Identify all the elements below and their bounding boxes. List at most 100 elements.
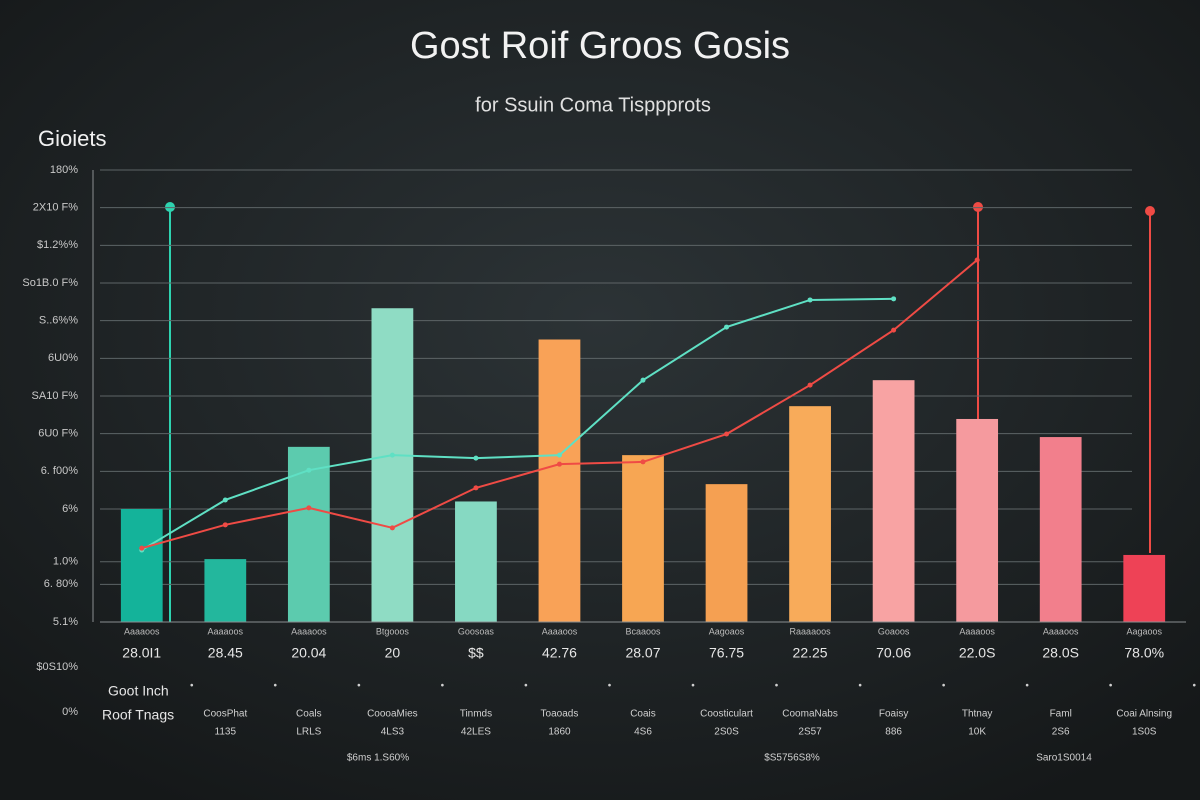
line-point (222, 497, 228, 503)
y-tick-label: 6% (62, 503, 78, 515)
x-tick-label: Aaaaoos (291, 626, 327, 636)
table-value: 886 (885, 727, 902, 738)
bar-label: 20.04 (291, 645, 326, 661)
bullet: • (858, 681, 862, 692)
y-tick-label: So1B.0 F% (22, 277, 78, 289)
x-tick-label: Aaaaoos (208, 626, 244, 636)
bar (1123, 554, 1166, 622)
y-tick-label: 5.1% (53, 616, 78, 628)
bar (872, 380, 915, 622)
bullet: • (190, 681, 194, 692)
table-header: Coai Alnsing (1116, 709, 1172, 720)
bar (287, 446, 330, 622)
bar (120, 509, 163, 622)
y-axis-label: Gioiets (38, 126, 106, 151)
side-label: 0% (62, 706, 78, 718)
x-tick-label: Btgooos (376, 626, 410, 636)
bar-label: 28.0S (1042, 645, 1079, 661)
y-tick-label: 2X10 F% (33, 202, 78, 214)
bar (1039, 437, 1082, 622)
line-point (556, 461, 562, 467)
bar (371, 308, 414, 622)
bar-label: 20 (385, 645, 401, 661)
bar-label: 28.07 (625, 645, 660, 661)
chart-subtitle: for Ssuin Coma Tisppprots (475, 94, 711, 116)
line-point (891, 327, 897, 333)
line-point (556, 452, 562, 458)
line-point (389, 525, 395, 531)
bar-label: 28.45 (208, 645, 243, 661)
table-value: 2S6 (1052, 727, 1070, 738)
line-point (807, 382, 813, 388)
bar-label: 22.0S (959, 645, 996, 661)
y-tick-label: 6U0% (48, 352, 78, 364)
table-header: Coals (296, 709, 322, 720)
y-tick-label: S..6%% (39, 315, 78, 327)
bar (622, 455, 664, 622)
x-tick-label: Aaaaoos (124, 626, 160, 636)
bullet: • (441, 681, 445, 692)
table-value: 4S6 (634, 727, 652, 738)
bullet: • (1192, 681, 1196, 692)
bar-label: 70.06 (876, 645, 911, 661)
table-header: Thtnay (962, 709, 993, 720)
table-value: 1S0S (1132, 727, 1157, 738)
table-header: Tinmds (460, 709, 492, 720)
table-header: Faml (1050, 709, 1072, 720)
line-point (389, 452, 395, 458)
y-tick-label: 6U0 F% (38, 428, 78, 440)
bar-label: 28.0I1 (122, 645, 161, 661)
y-tick-label: SA10 F% (32, 390, 79, 402)
x-tick-label: Aagaoos (1126, 626, 1162, 636)
bullet: • (1025, 681, 1029, 692)
table-value: 2S0S (714, 727, 739, 738)
table-value: 10K (968, 727, 986, 738)
line-point (724, 324, 730, 330)
x-tick-label: Aaaaoos (542, 626, 578, 636)
table-header: Coosticulart (700, 709, 753, 720)
bar (789, 406, 831, 622)
bar (956, 418, 999, 622)
legend-label: Roof Tnags (102, 707, 174, 723)
table-header: CoomaNabs (782, 709, 838, 720)
line-series (141, 297, 894, 551)
y-tick-label: $1.2%% (37, 239, 78, 251)
bar-label: 22.25 (793, 645, 828, 661)
line-point (724, 431, 730, 437)
table-header: Foaisy (879, 709, 908, 720)
table-value: 4LS3 (381, 727, 405, 738)
table-value: 42LES (461, 727, 491, 738)
bar-label: 76.75 (709, 645, 744, 661)
line-point (640, 459, 646, 465)
bullet: • (524, 681, 528, 692)
footer-label: Saro1S0014 (1036, 753, 1092, 764)
bar-label: 78.0% (1124, 645, 1164, 661)
table-header: CoosPhat (203, 709, 247, 720)
table-value: 1135 (215, 727, 237, 738)
bar-label: $$ (468, 645, 484, 661)
footer-label: $S5756S8% (764, 753, 820, 764)
table-value: 1860 (548, 727, 571, 738)
x-tick-label: Aagoaos (709, 626, 745, 636)
y-tick-label: 6. f00% (41, 465, 79, 477)
x-tick-label: Aaaaoos (959, 626, 995, 636)
line-point (807, 297, 813, 303)
line-point (473, 485, 479, 491)
line-point (640, 377, 646, 383)
bar (705, 484, 748, 622)
line-point (891, 296, 897, 302)
bullet: • (357, 681, 361, 692)
line-point (139, 545, 145, 551)
bullet: • (1109, 681, 1113, 692)
x-tick-label: Aaaaoos (1043, 626, 1079, 636)
bar (455, 501, 497, 622)
bar-label: 42.76 (542, 645, 577, 661)
table-header: Coais (630, 709, 656, 720)
footer-label: $6ms 1.S60% (347, 753, 409, 764)
x-tick-label: Raaaaoos (790, 626, 832, 636)
chart-title: Gost Roif Groos Gosis (410, 25, 790, 67)
table-header: CoooaMies (367, 709, 418, 720)
y-tick-label: 6. 80% (44, 578, 78, 590)
table-value: LRLS (296, 727, 321, 738)
